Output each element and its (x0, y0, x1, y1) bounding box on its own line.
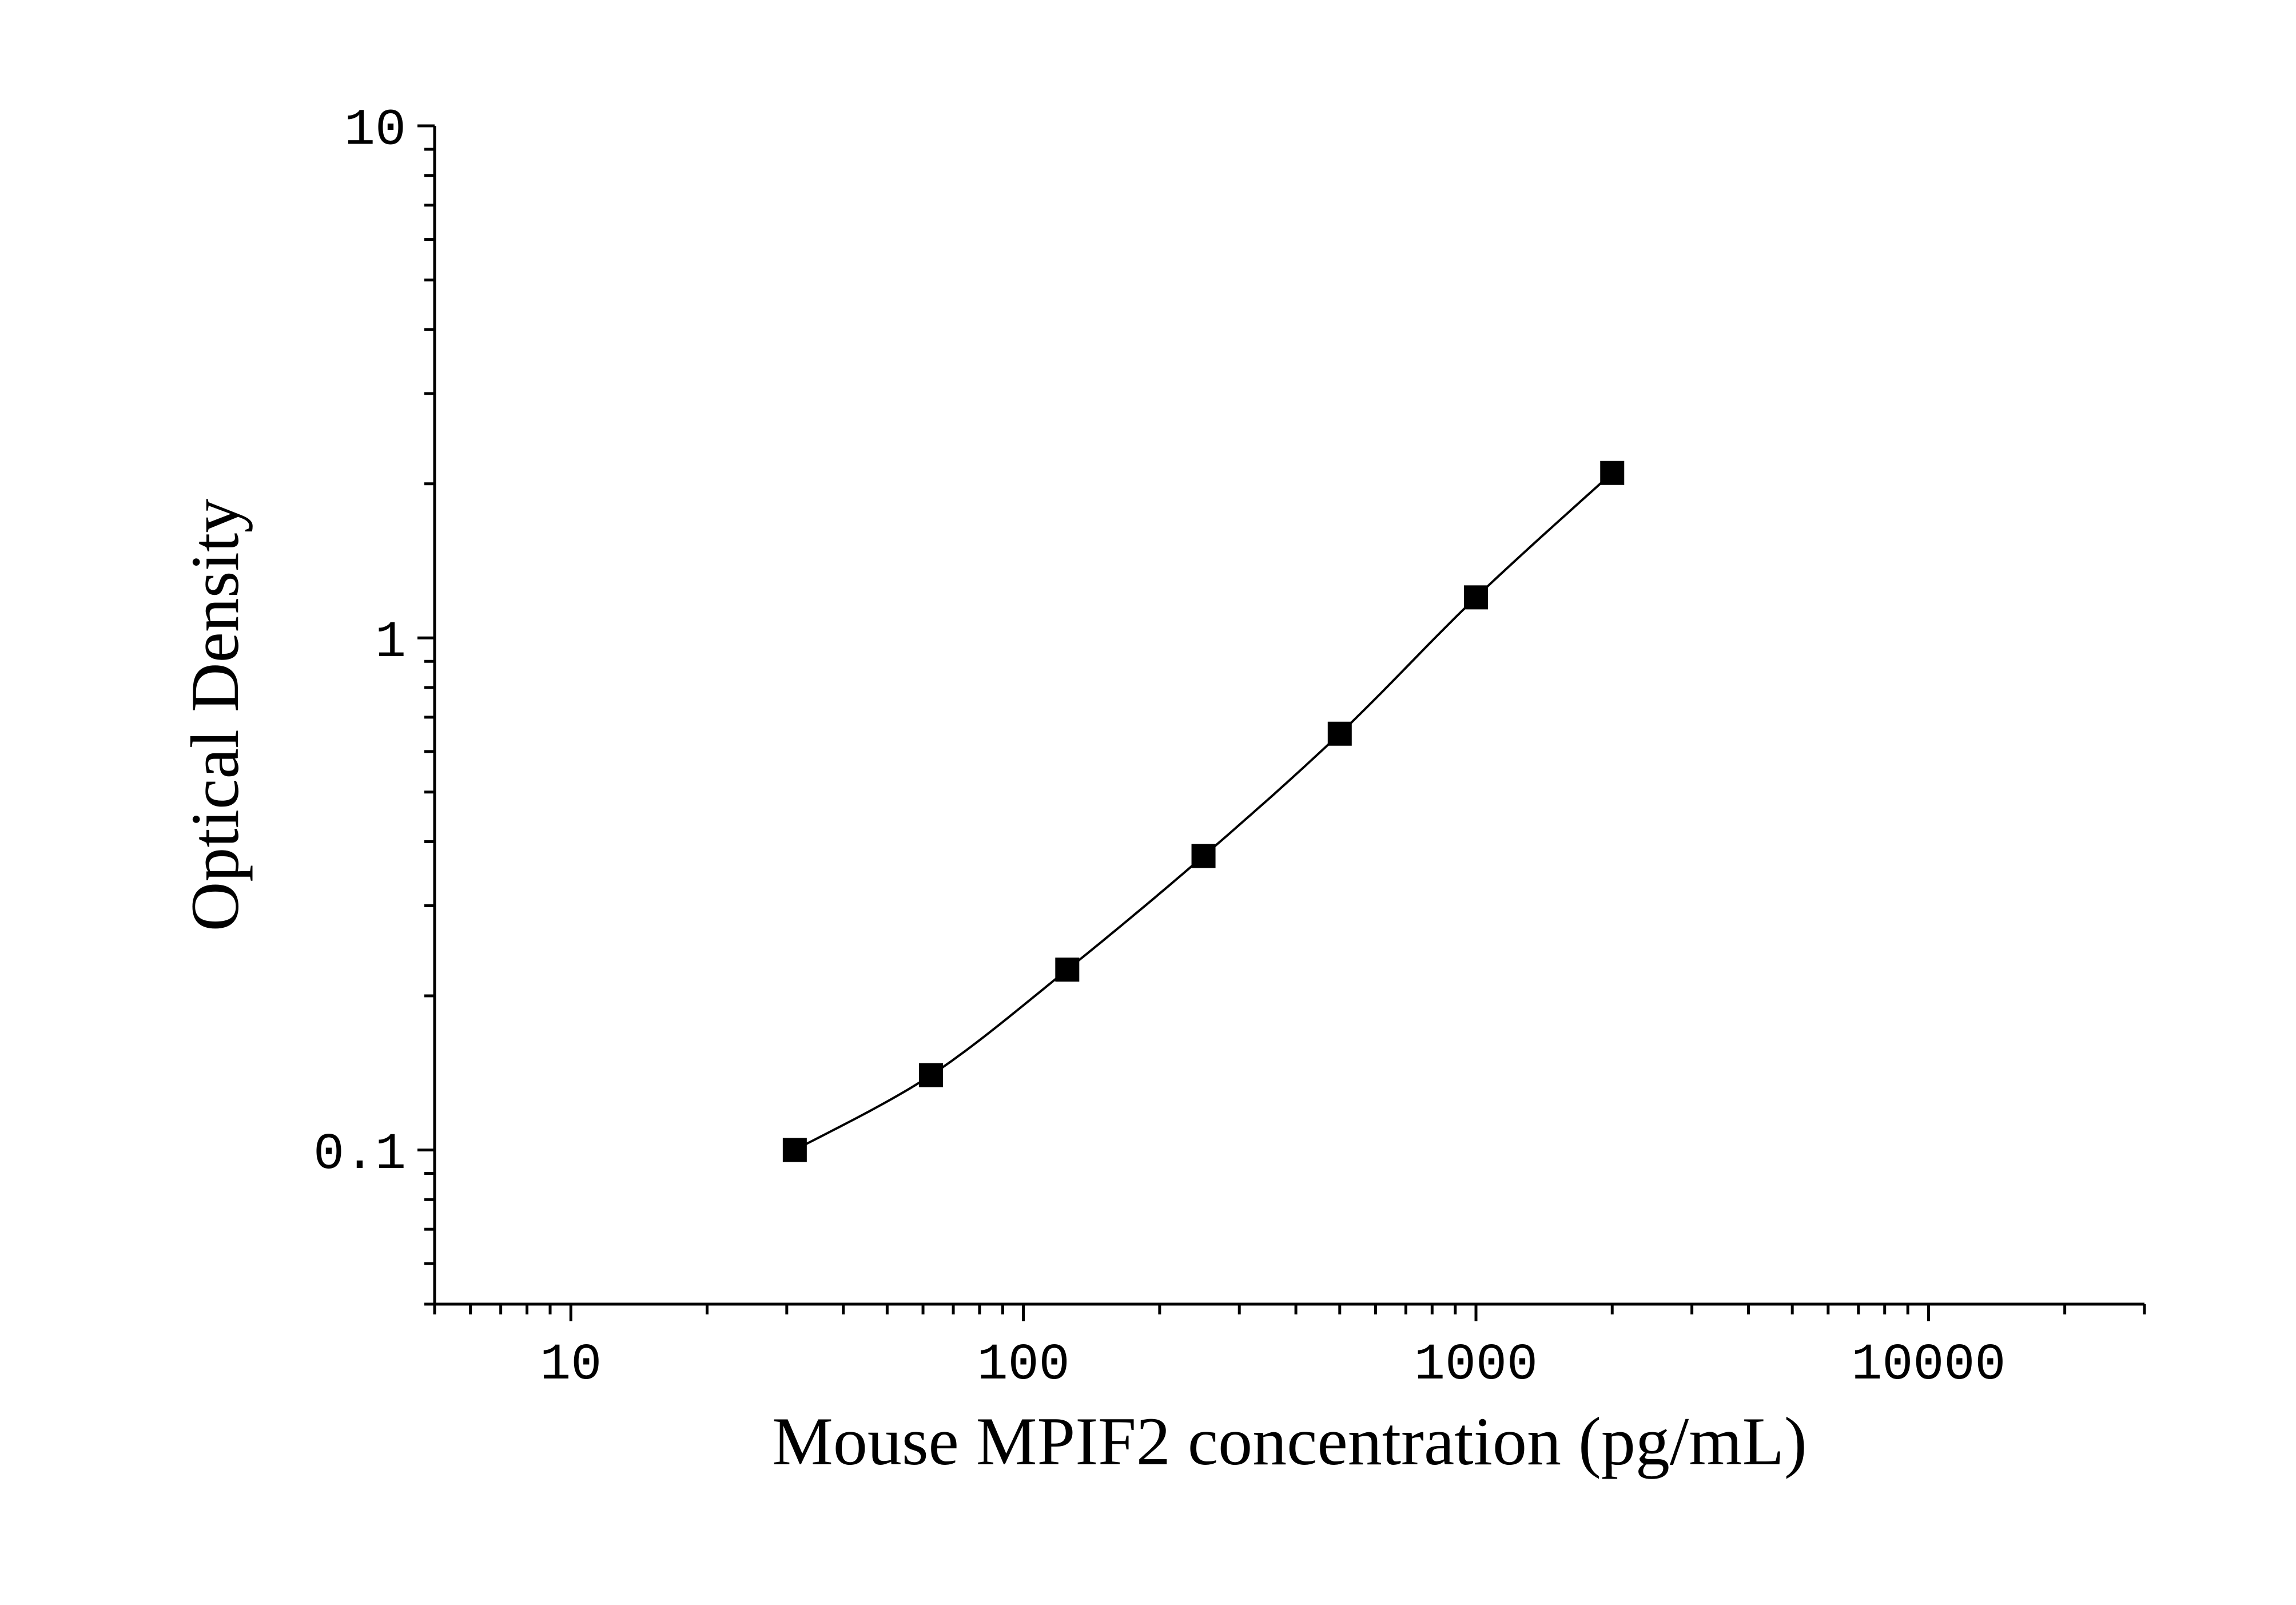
chart-container: 10 100 1000 10000 0.1 1 10 Mouse MPIF2 concentr… (0, 0, 2296, 1605)
data-line (795, 473, 1612, 1150)
x-tick-label: 10 (540, 1336, 602, 1395)
data-marker (1328, 722, 1352, 746)
data-marker (919, 1063, 943, 1087)
x-tick-label: 10000 (1851, 1336, 2005, 1395)
y-tick-label: 1 (375, 614, 406, 672)
data-marker (1192, 844, 1216, 868)
x-tick-label: 100 (977, 1336, 1070, 1395)
data-marker (1055, 958, 1079, 982)
data-marker (1464, 585, 1488, 609)
data-marker (1600, 461, 1624, 485)
y-tick-label: 10 (344, 102, 406, 160)
x-axis-label: Mouse MPIF2 concentration (pg/mL) (772, 1403, 1807, 1479)
data-marker (783, 1138, 807, 1162)
x-tick-label: 1000 (1414, 1336, 1538, 1395)
y-tick-label: 0.1 (313, 1126, 406, 1184)
y-axis-label: Optical Density (177, 499, 253, 932)
chart-svg: 10 100 1000 10000 0.1 1 10 Mouse MPIF2 concentr… (0, 0, 2296, 1605)
